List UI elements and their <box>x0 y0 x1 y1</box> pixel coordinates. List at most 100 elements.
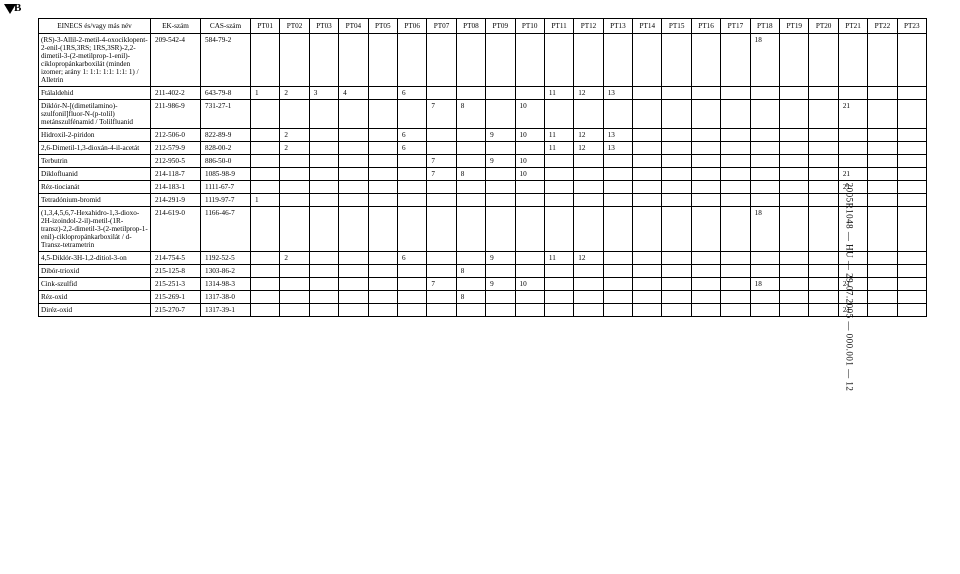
cell-pt <box>633 168 662 181</box>
cell-pt <box>309 278 338 291</box>
table-row: Terbutrin212-950-5886-50-07910 <box>39 155 927 168</box>
cell-pt <box>251 155 280 168</box>
cell-pt <box>721 87 750 100</box>
cell-pt <box>368 252 397 265</box>
cell-pt <box>809 100 838 129</box>
cell-pt <box>368 291 397 304</box>
cell-pt <box>339 207 368 252</box>
cell-pt <box>574 34 603 87</box>
cell-pt <box>339 304 368 317</box>
cell-pt <box>662 87 691 100</box>
col-header-pt20: PT20 <box>809 19 838 34</box>
cell-name: Diréz-oxid <box>39 304 151 317</box>
cell-pt <box>309 100 338 129</box>
cell-pt <box>780 129 809 142</box>
cell-pt <box>750 265 779 278</box>
col-header-pt19: PT19 <box>780 19 809 34</box>
cell-pt <box>897 87 926 100</box>
cell-pt <box>780 100 809 129</box>
table-row: 2,6-Dimetil-1,3-dioxán-4-il-acetát212-57… <box>39 142 927 155</box>
cell-pt <box>486 87 515 100</box>
cell-ek: 212-506-0 <box>151 129 201 142</box>
cell-pt <box>456 252 485 265</box>
cell-pt <box>897 168 926 181</box>
col-header-pt3: PT03 <box>309 19 338 34</box>
cell-pt: 12 <box>574 87 603 100</box>
table-row: Ftálaldehid211-402-2643-79-812346111213 <box>39 87 927 100</box>
cell-pt <box>574 181 603 194</box>
cell-name: Diklofluanid <box>39 168 151 181</box>
cell-pt <box>633 181 662 194</box>
cell-pt <box>662 207 691 252</box>
cell-pt <box>397 181 426 194</box>
cell-pt <box>309 265 338 278</box>
cell-pt <box>397 194 426 207</box>
cell-pt <box>868 168 897 181</box>
cell-pt <box>750 181 779 194</box>
cell-pt <box>780 155 809 168</box>
cell-pt <box>633 304 662 317</box>
cell-pt <box>574 304 603 317</box>
cell-pt: 11 <box>544 87 573 100</box>
cell-pt: 7 <box>427 278 456 291</box>
cell-pt <box>574 155 603 168</box>
cell-pt: 4 <box>339 87 368 100</box>
cell-pt <box>691 194 720 207</box>
table-header-row: EINECS és/vagy más névEK-számCAS-számPT0… <box>39 19 927 34</box>
cell-pt <box>897 278 926 291</box>
cell-pt <box>780 142 809 155</box>
cell-pt: 1 <box>251 87 280 100</box>
cell-pt <box>897 194 926 207</box>
cell-pt <box>721 142 750 155</box>
table-row: Dibór-trioxid215-125-81303-86-28 <box>39 265 927 278</box>
cell-pt <box>662 304 691 317</box>
cell-pt <box>515 181 544 194</box>
cell-pt <box>368 265 397 278</box>
cell-pt <box>309 142 338 155</box>
cell-cas: 886-50-0 <box>201 155 251 168</box>
cell-pt <box>486 168 515 181</box>
table-row: Réz-tiocianát214-183-11111-67-721 <box>39 181 927 194</box>
cell-name: Ftálaldehid <box>39 87 151 100</box>
cell-pt <box>662 252 691 265</box>
cell-pt <box>721 278 750 291</box>
cell-pt <box>427 207 456 252</box>
cell-name: Dibór-trioxid <box>39 265 151 278</box>
section-marker-label: B <box>14 2 21 14</box>
cell-pt <box>486 265 515 278</box>
cell-pt <box>721 100 750 129</box>
table-row: Réz-oxid215-269-11317-38-08 <box>39 291 927 304</box>
cell-name: 2,6-Dimetil-1,3-dioxán-4-il-acetát <box>39 142 151 155</box>
cell-ek: 209-542-4 <box>151 34 201 87</box>
cell-pt <box>603 34 632 87</box>
col-header-ek: EK-szám <box>151 19 201 34</box>
cell-pt <box>603 181 632 194</box>
cell-pt <box>662 265 691 278</box>
cell-pt <box>427 194 456 207</box>
cell-pt <box>456 194 485 207</box>
cell-pt <box>780 278 809 291</box>
cell-pt <box>721 265 750 278</box>
cell-pt: 12 <box>574 142 603 155</box>
cell-pt <box>280 168 309 181</box>
cell-cas: 1119-97-7 <box>201 194 251 207</box>
cell-pt: 10 <box>515 155 544 168</box>
cell-ek: 214-619-0 <box>151 207 201 252</box>
cell-pt <box>397 168 426 181</box>
cell-pt <box>309 207 338 252</box>
cell-pt <box>750 304 779 317</box>
cell-pt <box>309 291 338 304</box>
cell-cas: 1166-46-7 <box>201 207 251 252</box>
cell-pt: 2 <box>280 142 309 155</box>
cell-pt: 18 <box>750 278 779 291</box>
cell-pt <box>544 34 573 87</box>
cell-pt <box>280 100 309 129</box>
cell-pt <box>368 142 397 155</box>
cell-ek: 215-269-1 <box>151 291 201 304</box>
cell-pt: 11 <box>544 142 573 155</box>
cell-pt <box>633 142 662 155</box>
cell-pt <box>544 278 573 291</box>
cell-pt: 6 <box>397 252 426 265</box>
cell-pt <box>897 34 926 87</box>
cell-pt: 2 <box>280 252 309 265</box>
